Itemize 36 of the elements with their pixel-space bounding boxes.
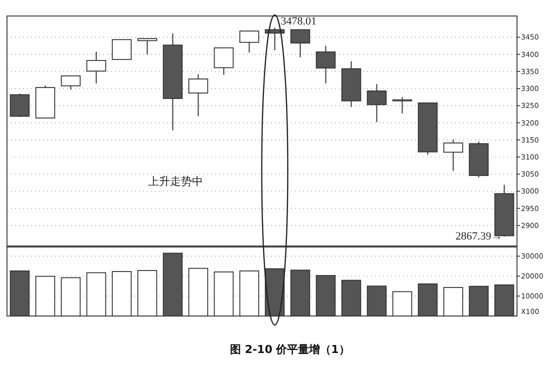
bar	[443, 287, 464, 316]
candlestick	[214, 47, 234, 76]
bar	[188, 268, 208, 316]
candlestick	[137, 38, 158, 55]
bar	[137, 270, 158, 316]
candlestick	[239, 30, 260, 54]
annotation: 3478.01	[280, 16, 316, 28]
candlestick	[316, 45, 336, 84]
bar	[35, 276, 56, 316]
bar	[214, 271, 234, 316]
bar	[494, 284, 514, 316]
bar	[290, 270, 310, 316]
bar	[316, 275, 336, 316]
candlestick	[60, 75, 81, 90]
candlestick	[290, 29, 310, 58]
bar	[366, 286, 387, 316]
annotation: 2867.39→	[456, 230, 502, 243]
candlestick	[443, 139, 464, 172]
caption: 图 2-10 价平量增（1）	[230, 343, 350, 356]
bar	[10, 270, 30, 316]
bar	[162, 252, 183, 316]
bar	[239, 270, 260, 316]
candlestick	[112, 39, 132, 60]
bar	[418, 283, 438, 316]
candlestick	[10, 93, 30, 118]
bar	[392, 291, 412, 316]
annotation: 上升走势中	[148, 175, 203, 188]
candlestick	[188, 74, 208, 117]
candlestick	[86, 51, 106, 84]
bar	[112, 271, 132, 316]
bar	[341, 280, 362, 316]
candlestick	[366, 84, 387, 123]
bar	[86, 272, 106, 316]
bar	[60, 277, 81, 316]
candlestick	[392, 96, 412, 114]
bar	[468, 286, 489, 316]
